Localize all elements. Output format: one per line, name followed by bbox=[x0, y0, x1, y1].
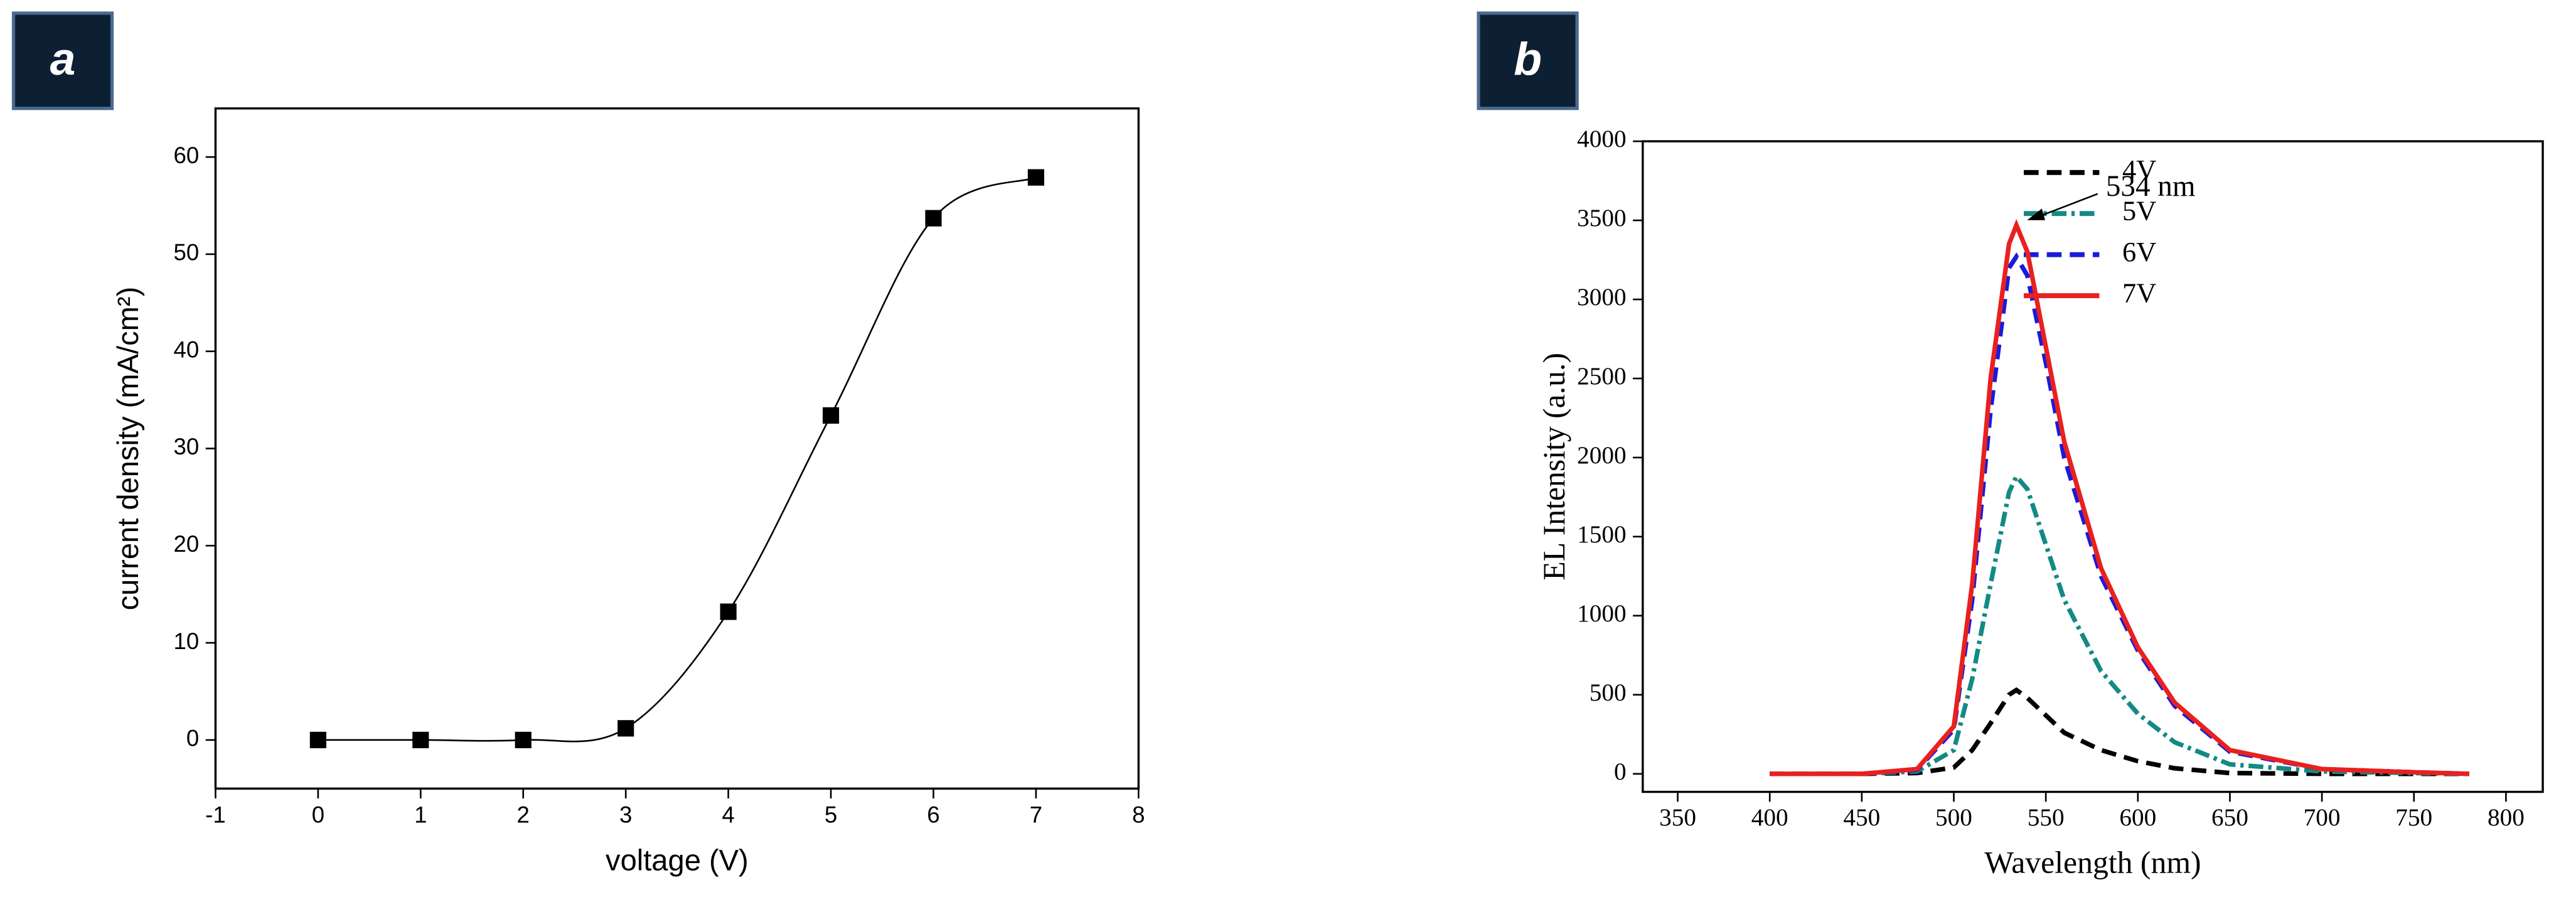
series-line bbox=[1770, 252, 2469, 776]
point bbox=[617, 720, 634, 737]
y-tick-label: 2000 bbox=[1577, 442, 1627, 469]
x-tick-label: 400 bbox=[1751, 804, 1788, 831]
point bbox=[925, 210, 942, 227]
x-tick-label: 0 bbox=[312, 802, 324, 827]
x-axis-label: voltage (V) bbox=[606, 843, 749, 876]
series-line bbox=[1770, 472, 2469, 776]
panel-label-box bbox=[1477, 11, 1579, 110]
y-tick-label: 30 bbox=[174, 434, 200, 459]
panel-a: a -1 0 1 2 3 4 5 6 7 8 0 10 20 30 40 50 60 voltage (V) curr… bbox=[11, 11, 1145, 876]
legend-label: 4V bbox=[2122, 154, 2156, 185]
y-tick-label: 500 bbox=[1590, 679, 1627, 706]
x-tick-label: 550 bbox=[2028, 804, 2065, 831]
point bbox=[1027, 169, 1044, 186]
annotation-arrowhead bbox=[2027, 208, 2046, 220]
legend-label: 7V bbox=[2122, 277, 2156, 308]
x-axis-label: Wavelength (nm) bbox=[1984, 846, 2201, 880]
point bbox=[412, 731, 429, 748]
panel-b: b 350 400 450 500 550 600 650 700 750 800 0 500 1000 1… bbox=[1477, 11, 2544, 880]
x-tick-label: 650 bbox=[2211, 804, 2248, 831]
x-tick-label: 700 bbox=[2304, 804, 2341, 831]
x-tick-label: 2 bbox=[517, 802, 530, 827]
y-tick-label: 3500 bbox=[1577, 205, 1627, 232]
series-line bbox=[1770, 687, 2469, 776]
y-tick-label: 40 bbox=[174, 336, 200, 362]
y-axis-label: EL Intensity (a.u.) bbox=[1537, 353, 1571, 581]
panel-label: b bbox=[1514, 33, 1542, 85]
y-tick-label: 4000 bbox=[1577, 126, 1627, 153]
x-tick-label: 500 bbox=[1935, 804, 1972, 831]
x-tick-label: 750 bbox=[2395, 804, 2432, 831]
x-tick-label: 600 bbox=[2119, 804, 2156, 831]
x-tick-label: 800 bbox=[2488, 804, 2525, 831]
point bbox=[515, 731, 532, 748]
y-tick-label: 50 bbox=[174, 240, 200, 266]
legend-label: 5V bbox=[2122, 195, 2156, 226]
point bbox=[822, 407, 840, 424]
x-tick-label: -1 bbox=[205, 802, 226, 827]
y-axis-label: current density (mA/cm²) bbox=[111, 287, 144, 611]
y-tick-label: 1000 bbox=[1577, 600, 1627, 627]
plot-frame bbox=[1642, 140, 2544, 793]
x-tick-label: 3 bbox=[619, 802, 632, 827]
point bbox=[720, 603, 737, 620]
panel-label-box bbox=[11, 11, 114, 110]
y-tick-label: 3000 bbox=[1577, 284, 1627, 311]
x-tick-label: 8 bbox=[1132, 802, 1145, 827]
y-tick-label: 20 bbox=[174, 531, 200, 557]
x-tick-label: 7 bbox=[1030, 802, 1042, 827]
annotation-arrow bbox=[2033, 193, 2098, 220]
x-tick-label: 450 bbox=[1843, 804, 1880, 831]
legend-label: 6V bbox=[2122, 236, 2156, 267]
y-tick-label: 0 bbox=[1614, 758, 1627, 785]
point bbox=[309, 731, 326, 748]
plot-frame bbox=[214, 107, 1140, 790]
series-line bbox=[318, 176, 1037, 743]
x-tick-label: 350 bbox=[1659, 804, 1696, 831]
y-tick-label: 60 bbox=[174, 142, 200, 168]
y-tick-label: 0 bbox=[186, 726, 199, 751]
x-tick-label: 6 bbox=[927, 802, 939, 827]
series-line bbox=[1770, 218, 2469, 776]
x-tick-label: 4 bbox=[722, 802, 734, 827]
annotation: 534 nm bbox=[2106, 170, 2196, 203]
y-tick-label: 1500 bbox=[1577, 521, 1627, 548]
x-tick-label: 5 bbox=[825, 802, 837, 827]
y-tick-label: 2500 bbox=[1577, 363, 1627, 390]
panel-label: a bbox=[50, 33, 76, 85]
y-tick-label: 10 bbox=[174, 628, 200, 654]
x-tick-label: 1 bbox=[414, 802, 427, 827]
